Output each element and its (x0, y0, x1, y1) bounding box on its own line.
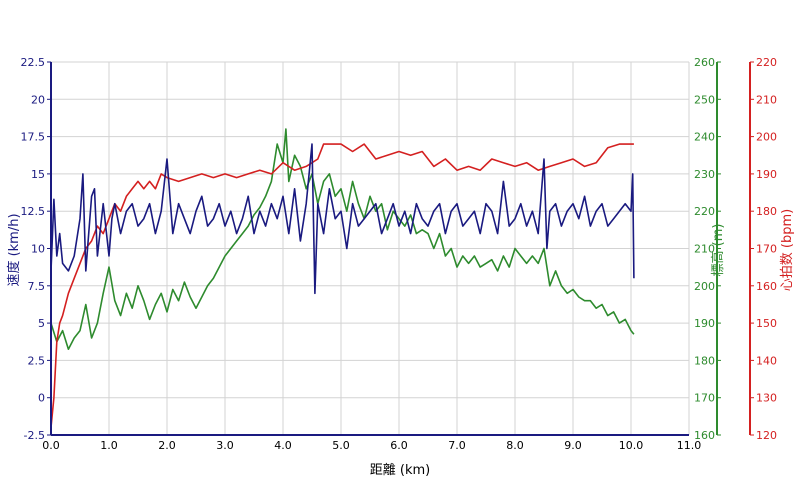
heart-rate-tick-label: 200 (756, 131, 777, 144)
speed-tick-label: 20 (31, 93, 45, 106)
x-axis-title: 距離 (km) (370, 463, 430, 478)
x-tick-label: 1.0 (100, 439, 118, 452)
x-tick-label: 9.0 (564, 439, 582, 452)
x-tick-label: 6.0 (390, 439, 408, 452)
heart-rate-tick-label: 130 (756, 392, 777, 405)
x-tick-label: 3.0 (216, 439, 234, 452)
heart-rate-axis-title: 心拍数 (bpm) (780, 209, 795, 291)
x-tick-label: 8.0 (506, 439, 524, 452)
speed-tick-label: 2.5 (28, 354, 46, 367)
x-tick-label: 10.0 (619, 439, 644, 452)
heart-rate-tick-label: 140 (756, 354, 777, 367)
heart-rate-tick-label: 120 (756, 429, 777, 442)
gridlines (50, 61, 690, 436)
speed-series-line (50, 143, 635, 295)
elevation-tick-label: 170 (694, 392, 715, 405)
elevation-tick-label: 210 (694, 243, 715, 256)
elevation-tick-label: 230 (694, 168, 715, 181)
heart-rate-series-line (50, 143, 634, 428)
speed-tick-label: 22.5 (21, 56, 46, 69)
x-tick-label: 7.0 (448, 439, 466, 452)
x-tick-label: 0.0 (42, 439, 60, 452)
heart-rate-tick-label: 220 (756, 56, 777, 69)
x-tick-label: 11.0 (677, 439, 702, 452)
elevation-tick-label: 240 (694, 131, 715, 144)
heart-rate-tick-label: 210 (756, 93, 777, 106)
elevation-tick-label: 190 (694, 317, 715, 330)
heart-rate-tick-label: 170 (756, 243, 777, 256)
speed-axis-title: 速度 (km/h) (6, 213, 22, 286)
elevation-axis-title: 標高 (m) (710, 224, 726, 277)
elevation-series-line (50, 128, 635, 351)
elevation-tick-label: 220 (694, 205, 715, 218)
elevation-tick-label: 200 (694, 280, 715, 293)
series-layer (50, 128, 635, 428)
elevation-tick-label: 260 (694, 56, 715, 69)
heart-rate-tick-label: 160 (756, 280, 777, 293)
x-tick-label: 4.0 (274, 439, 292, 452)
speed-tick-label: 7.5 (28, 280, 46, 293)
x-tick-label: 5.0 (332, 439, 350, 452)
elevation-tick-label: 160 (694, 429, 715, 442)
x-tick-label: 2.0 (158, 439, 176, 452)
elevation-tick-label: 250 (694, 93, 715, 106)
heart-rate-tick-label: 190 (756, 168, 777, 181)
axes-layer (47, 61, 754, 436)
speed-tick-label: -2.5 (24, 429, 45, 442)
heart-rate-tick-label: 150 (756, 317, 777, 330)
speed-tick-label: 0 (38, 392, 45, 405)
tick-labels: 0.0 1.0 2.0 3.0 4.0 5.0 6.0 7.0 8.0 9.0 10.0 11.0 -2… (21, 56, 778, 452)
speed-tick-label: 10 (31, 243, 45, 256)
speed-tick-label: 5 (38, 317, 45, 330)
speed-tick-label: 12.5 (21, 205, 46, 218)
heart-rate-tick-label: 180 (756, 205, 777, 218)
speed-tick-label: 17.5 (21, 131, 46, 144)
elevation-tick-label: 180 (694, 354, 715, 367)
speed-tick-label: 15 (31, 168, 45, 181)
